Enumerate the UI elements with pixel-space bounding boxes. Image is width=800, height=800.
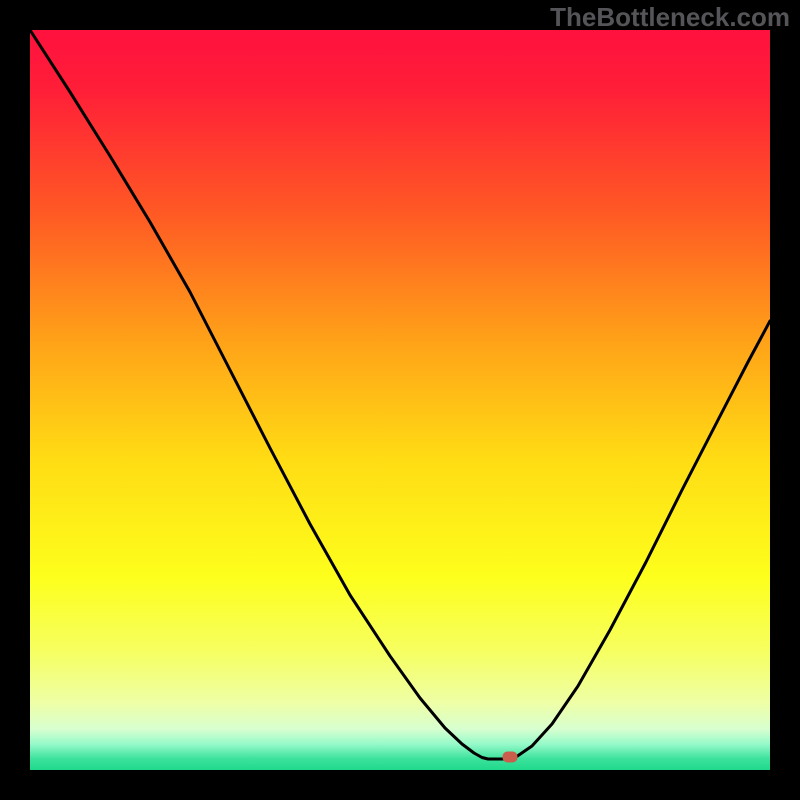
bottleneck-marker	[503, 752, 518, 763]
plot-background	[30, 30, 770, 770]
bottleneck-plot	[30, 30, 770, 770]
plot-svg	[30, 30, 770, 770]
watermark-text: TheBottleneck.com	[550, 2, 790, 32]
